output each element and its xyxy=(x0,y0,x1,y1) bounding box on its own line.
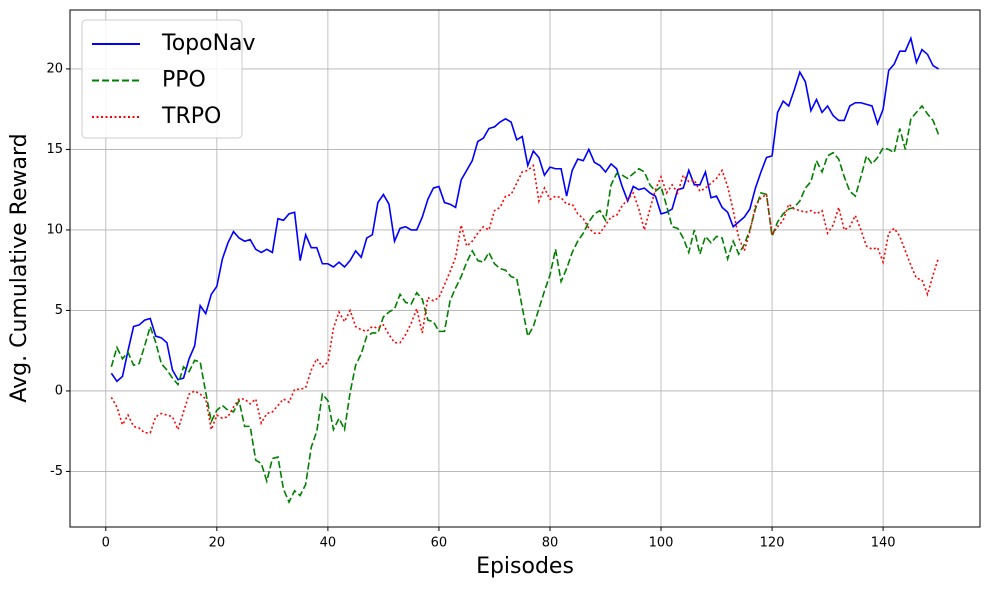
y-axis-label: Avg. Cumulative Reward xyxy=(7,133,32,402)
y-tick-label: 0 xyxy=(55,383,63,398)
x-tick-label: 60 xyxy=(431,536,448,551)
x-tick-label: 80 xyxy=(542,536,559,551)
y-tick-label: 10 xyxy=(46,222,63,237)
series-line xyxy=(110,35,940,383)
series-line xyxy=(110,104,940,504)
legend-label: PPO xyxy=(162,68,206,93)
y-tick-label: 15 xyxy=(46,142,63,157)
y-tick-label: 20 xyxy=(46,61,63,76)
x-tick-label: 120 xyxy=(760,536,785,551)
x-tick-label: 20 xyxy=(209,536,226,551)
plot-frame xyxy=(69,9,981,528)
x-tick-label: 0 xyxy=(102,536,110,551)
x-axis-label: Episodes xyxy=(476,554,574,579)
y-tick-label: 5 xyxy=(55,303,63,318)
y-tick-label: -5 xyxy=(50,464,63,479)
x-tick-label: 140 xyxy=(871,536,896,551)
x-tick-label: 40 xyxy=(320,536,337,551)
legend-label: TRPO xyxy=(161,104,221,129)
x-tick-label: 100 xyxy=(649,536,674,551)
legend-box xyxy=(81,19,243,139)
legend-label: TopoNav xyxy=(161,31,256,56)
